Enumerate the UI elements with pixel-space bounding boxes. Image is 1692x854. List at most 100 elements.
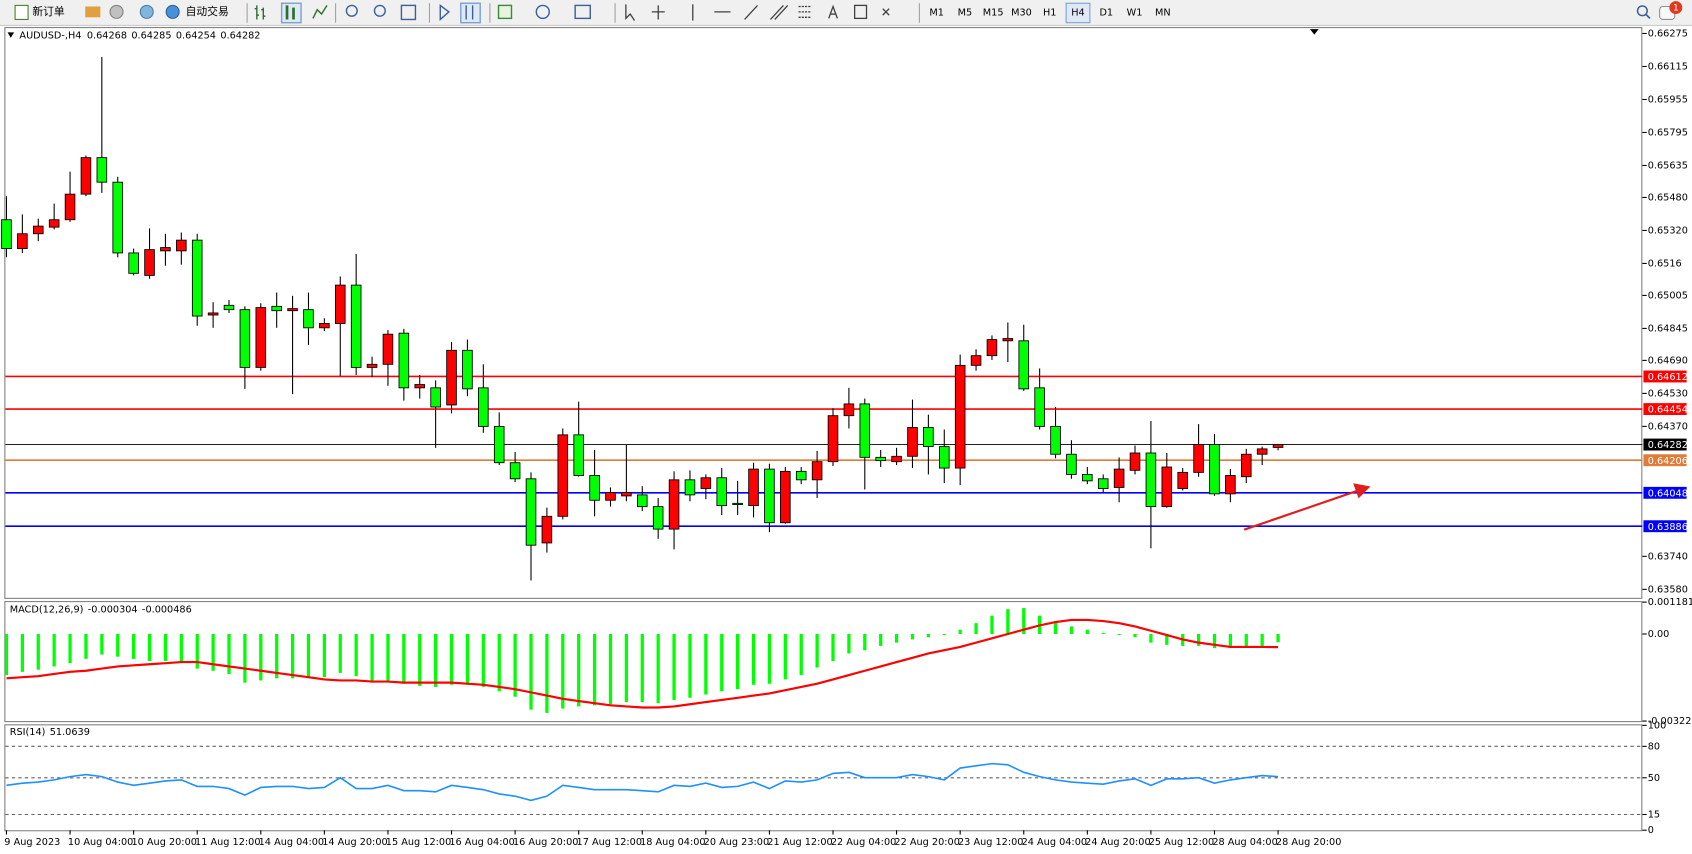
text-tool[interactable] [828, 4, 838, 19]
y-tick-label: 0.64845 [1648, 323, 1688, 334]
search-icon[interactable] [1636, 5, 1648, 17]
x-tick-label: 18 Aug 04:00 [640, 837, 705, 848]
candle-body [1177, 471, 1188, 489]
zoom-out[interactable] [373, 4, 386, 17]
macd-bar [306, 633, 311, 679]
auto-trade-button[interactable]: 自动交易 [186, 4, 229, 18]
notification-badge[interactable] [1669, 1, 1683, 15]
macd-bar [942, 633, 946, 636]
candle-body [144, 249, 155, 276]
macd-bar [1149, 633, 1153, 643]
level-tag [1643, 403, 1687, 416]
candle-body [64, 193, 76, 221]
macd-bar [195, 633, 199, 669]
candle-body [366, 363, 378, 368]
indicators[interactable] [497, 4, 513, 20]
x-tick-label: 10 Aug 04:00 [68, 837, 133, 848]
macd-bar [402, 633, 406, 684]
candle-body [986, 339, 998, 357]
signal-line [6, 618, 1279, 709]
macd-bar [577, 633, 581, 707]
bar-chart-icon[interactable] [254, 5, 266, 20]
macd-bar [322, 633, 326, 678]
timeframe-button[interactable]: H4 [1071, 7, 1084, 18]
macd-bar [4, 633, 9, 676]
new-order-button[interactable]: 新订单 [32, 4, 65, 18]
timeframe-button[interactable]: D1 [1099, 7, 1113, 18]
macd-bar [640, 633, 644, 703]
timeframe-button[interactable]: M5 [958, 7, 973, 18]
candle-body [334, 284, 346, 324]
level-label: 0.64454 [1648, 405, 1688, 416]
separators [246, 3, 920, 23]
annotation-arrow [1243, 489, 1358, 531]
macd-bar [227, 633, 231, 674]
cursor-tool[interactable] [625, 4, 636, 21]
fibo-tool[interactable] [798, 5, 812, 18]
macd-bar [179, 633, 183, 664]
macd-bar [1053, 621, 1058, 634]
symbol-marker [7, 32, 15, 38]
chart-type-icons [254, 2, 328, 24]
line-icon[interactable] [312, 5, 328, 19]
label-tool[interactable] [853, 4, 868, 20]
symbol: AUDUSD-,H4 [19, 31, 81, 42]
macd-bar [1196, 633, 1201, 646]
tile[interactable] [400, 4, 417, 21]
candle-body [1256, 448, 1268, 455]
active-timeframe[interactable] [1065, 2, 1091, 24]
toolbar: 1 新订单 自动交易 M1 M5 M15 M30 H1 H4 D1 W1 MN [0, 0, 1692, 26]
icon[interactable] [139, 4, 154, 19]
y-tick-label: 0.66115 [1648, 61, 1688, 72]
timeframe-button[interactable]: M30 [1011, 7, 1032, 18]
candle-body [255, 307, 267, 368]
macd-pane [4, 601, 1643, 723]
candle-body [112, 181, 124, 254]
macd-bar [1117, 633, 1121, 636]
level-tag [1643, 520, 1687, 533]
templates[interactable] [574, 4, 591, 20]
candle-body [573, 434, 584, 476]
active-button[interactable] [460, 2, 481, 24]
timeframe-button[interactable]: M1 [929, 7, 944, 18]
channel-tool[interactable] [769, 4, 789, 20]
zoom-in[interactable] [345, 4, 358, 17]
candle-icon[interactable] [285, 5, 295, 20]
autoscroll[interactable] [439, 3, 451, 22]
timeframe-button[interactable]: W1 [1127, 7, 1143, 18]
macd-bar [1101, 632, 1105, 634]
macd-bar [481, 633, 485, 687]
x-tick-label: 24 Aug 04:00 [1022, 837, 1087, 848]
macd-bar [116, 633, 120, 657]
candle-body [319, 323, 330, 329]
active-button[interactable] [280, 2, 302, 24]
candle-body [1018, 340, 1030, 390]
macd-bar [529, 633, 533, 710]
x-tick-label: 9 Aug 2023 [4, 837, 60, 848]
y-tick-label: 0.64530 [1648, 388, 1688, 399]
timeframe-button[interactable]: MN [1155, 7, 1171, 18]
crosshair-tool[interactable] [651, 5, 665, 20]
candle-body [636, 494, 648, 508]
x-tick-label: 28 Aug 20:00 [1276, 837, 1341, 848]
periods[interactable] [535, 4, 550, 20]
chart-shift[interactable] [465, 5, 474, 20]
timeframe-button[interactable]: H1 [1043, 7, 1056, 18]
arrow-tool[interactable] [882, 8, 890, 16]
macd-bar [799, 633, 803, 676]
x-tick-label: 28 Aug 04:00 [1212, 837, 1277, 848]
icon[interactable] [85, 6, 101, 18]
auto-trade-icon[interactable] [165, 4, 180, 19]
rsi-value: 51.0639 [50, 727, 90, 738]
macd-bar [290, 633, 295, 679]
trendline-tool[interactable] [744, 4, 758, 20]
macd-bar [624, 633, 628, 703]
level-label: 0.64048 [1648, 488, 1688, 499]
macd-bar [592, 633, 597, 706]
candle-body [1129, 452, 1141, 471]
y-tick-label: 15 [1648, 809, 1660, 820]
new-order-icon[interactable] [14, 4, 29, 20]
icon[interactable] [109, 4, 124, 19]
timeframe-button[interactable]: M15 [983, 7, 1004, 18]
